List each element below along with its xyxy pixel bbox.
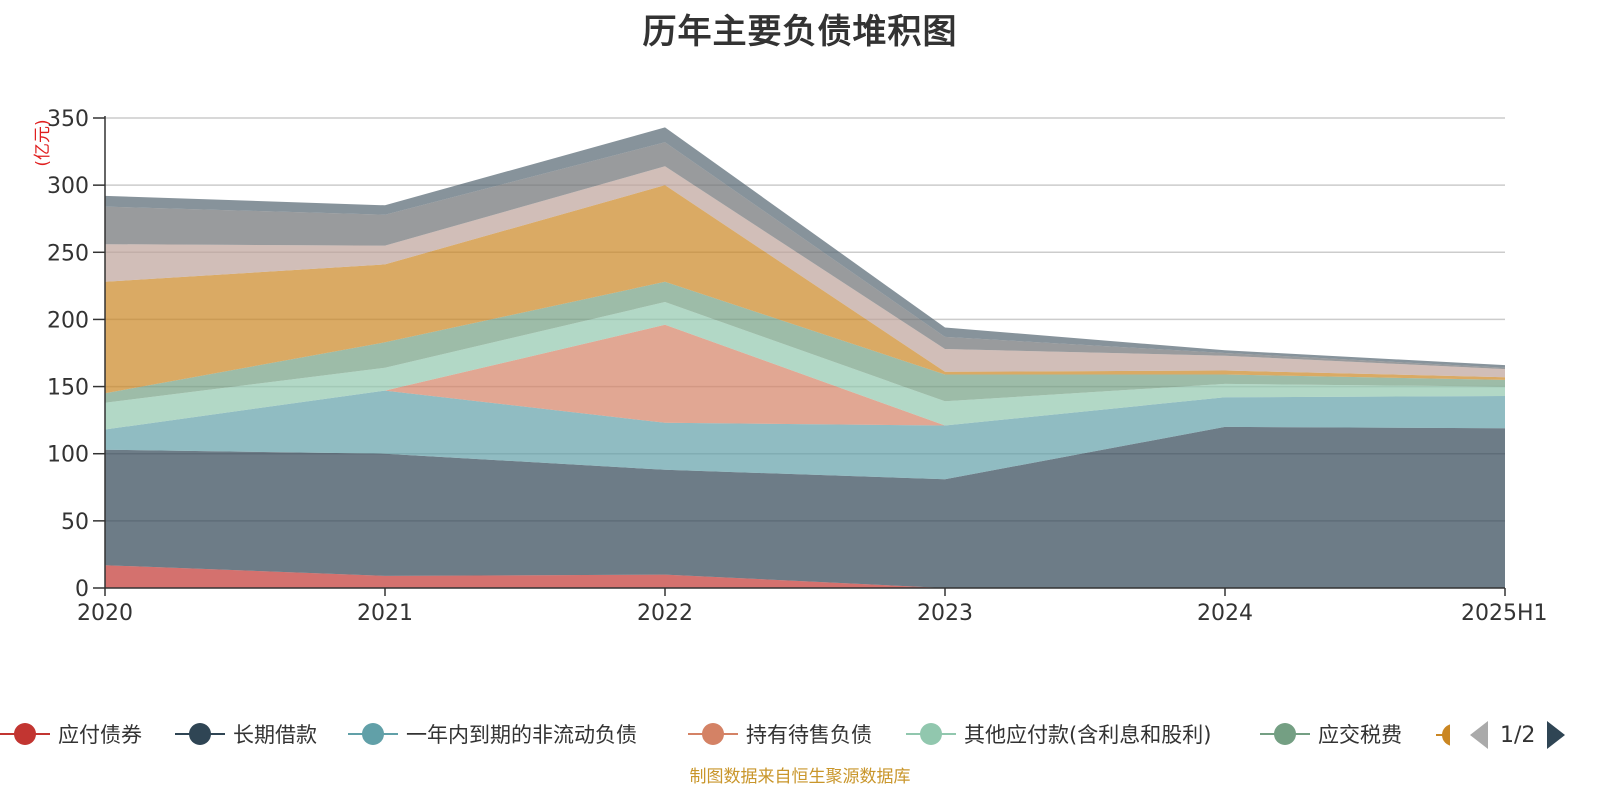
legend-item[interactable]: 其他应付款(含利息和股利)	[906, 714, 1211, 754]
legend-item[interactable]: 应交税费	[1260, 714, 1402, 754]
legend-marker-icon	[0, 721, 50, 747]
x-tick-label: 2025H1	[1461, 601, 1548, 626]
legend-item[interactable]: 一年内到期的非流动负债	[348, 714, 637, 754]
y-tick-label: 200	[47, 308, 89, 333]
area-series-2	[105, 426, 1505, 588]
area-series-4	[105, 324, 1505, 430]
chart-title: 历年主要负债堆积图	[642, 12, 958, 52]
legend-label: 其他应付款(含利息和股利)	[964, 723, 1212, 747]
area-series-6	[105, 281, 1505, 403]
legend-prev-page-icon[interactable]	[1470, 721, 1488, 749]
y-tick-label: 300	[47, 174, 89, 199]
y-tick-label: 350	[47, 107, 89, 132]
area-series-9	[105, 142, 1505, 370]
legend: 应付债券 长期借款 一年内到期的非流动负债 持有待售负债 其他应付款(含利息和股利) 应交…	[0, 714, 1600, 754]
legend-label: 应付债券	[58, 723, 142, 747]
legend-label: 一年内到期的非流动负债	[406, 723, 637, 747]
legend-page-indicator: 1/2	[1500, 722, 1536, 748]
area-series-10	[105, 127, 1505, 368]
legend-next-page-icon[interactable]	[1547, 721, 1566, 749]
legend-label: 持有待售负债	[746, 723, 872, 747]
legend-marker-icon	[906, 721, 956, 747]
legend-marker-icon	[688, 721, 738, 747]
y-axis-unit-label: (亿元)	[33, 119, 53, 166]
y-tick-label: 250	[47, 241, 89, 266]
legend-item[interactable]: 应付债券	[0, 714, 142, 754]
area-series-3	[105, 390, 1505, 480]
legend-label: 应交税费	[1318, 723, 1402, 747]
x-tick-label: 2022	[637, 601, 693, 626]
axes: 0 50 100 150 200 250 300 350 2020 2021 2022 2023 202…	[47, 107, 1548, 626]
legend-marker-icon	[175, 721, 225, 747]
y-tick-label: 100	[47, 443, 89, 468]
legend-item[interactable]: 长期借款	[175, 714, 317, 754]
legend-marker-icon	[348, 721, 398, 747]
x-tick-label: 2024	[1197, 601, 1253, 626]
data-source-note: 制图数据来自恒生聚源数据库	[689, 767, 911, 787]
y-tick-label: 0	[75, 577, 89, 602]
y-tick-label: 50	[61, 510, 89, 535]
area-series-7	[105, 185, 1505, 394]
area-series-1	[105, 565, 1505, 588]
legend-label: 长期借款	[233, 723, 317, 747]
area-series-5	[105, 302, 1505, 430]
legend-pager: 1/2	[1470, 720, 1566, 750]
legend-item[interactable]: 持有待售负债	[688, 714, 872, 754]
x-tick-label: 2023	[917, 601, 973, 626]
x-tick-label: 2020	[77, 601, 133, 626]
x-tick-label: 2021	[357, 601, 413, 626]
y-tick-label: 150	[47, 376, 89, 401]
legend-marker-icon	[1260, 721, 1310, 747]
legend-marker-icon	[1436, 722, 1450, 748]
stacked-areas	[105, 127, 1505, 588]
area-series-8	[105, 166, 1505, 378]
